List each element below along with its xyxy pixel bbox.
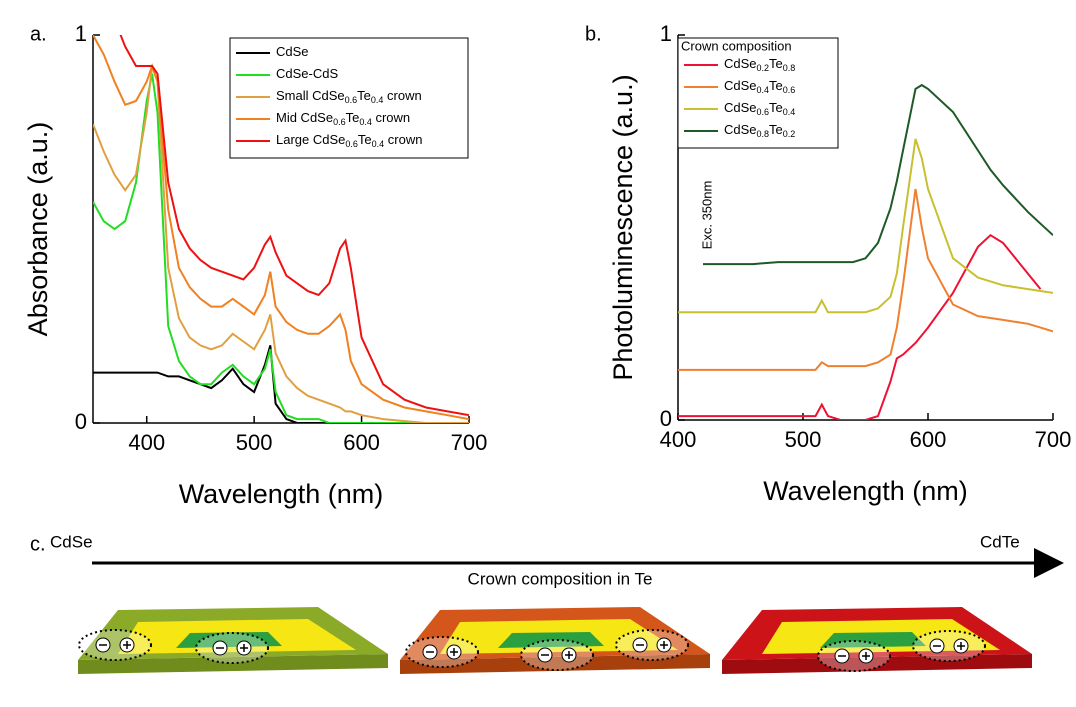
series-line (93, 35, 469, 421)
legend-label: CdSe0.8Te0.2 (724, 122, 795, 139)
series-line (678, 188, 1053, 371)
series-line (93, 65, 469, 423)
exciton (615, 629, 689, 661)
legend-label: CdSe (276, 44, 309, 59)
x-tick-label: 400 (660, 427, 697, 452)
x-tick-label: 700 (1035, 427, 1072, 452)
series-line (678, 233, 1042, 420)
exciton (817, 640, 891, 672)
x-axis-label: Wavelength (nm) (763, 476, 968, 506)
series-line (703, 83, 1053, 266)
platelets (78, 607, 1032, 674)
x-tick-label: 700 (451, 430, 488, 455)
axis-label: Crown composition in Te (468, 569, 653, 588)
core (176, 632, 282, 648)
legend-label: CdSe0.2Te0.8 (724, 56, 795, 73)
core (498, 632, 604, 648)
y-axis-label: Absorbance (a.u.) (23, 122, 53, 337)
exciton (405, 636, 479, 668)
core (820, 632, 926, 648)
y-tick-label: 1 (75, 21, 87, 46)
series-line (678, 138, 1053, 314)
panel-label: b. (585, 23, 602, 45)
legend-label: Mid CdSe0.6Te0.4 crown (276, 110, 410, 127)
platelet-side (78, 654, 388, 674)
exciton (78, 629, 152, 661)
panel-label: c. (30, 533, 46, 555)
x-tick-label: 500 (236, 430, 273, 455)
y-axis-label: Photoluminescence (a.u.) (608, 74, 638, 380)
x-tick-label: 600 (910, 427, 947, 452)
legend-label: Large CdSe0.6Te0.4 crown (276, 132, 422, 149)
exciton (520, 639, 594, 671)
legend-label: Small CdSe0.6Te0.4 crown (276, 88, 422, 105)
platelet-side (400, 654, 710, 674)
y-tick-label: 0 (75, 409, 87, 434)
y-tick-label: 0 (660, 406, 672, 431)
series-line (119, 35, 469, 417)
panel-label: a. (30, 23, 47, 45)
x-axis-label: Wavelength (nm) (179, 479, 384, 509)
legend-label: CdSe0.4Te0.6 (724, 78, 795, 95)
exciton (195, 632, 269, 664)
y-tick-label: 1 (660, 21, 672, 46)
exciton (912, 630, 986, 662)
series-line (93, 345, 469, 423)
legend-box (677, 37, 839, 149)
start-label: CdSe (50, 532, 93, 551)
end-label: CdTe (980, 532, 1020, 551)
x-tick-label: 400 (128, 430, 165, 455)
legend-title: Crown composition (681, 38, 792, 53)
x-tick-label: 500 (785, 427, 822, 452)
legend-label: CdSe-CdS (276, 66, 338, 81)
legend-label: CdSe0.6Te0.4 (724, 100, 795, 117)
x-tick-label: 600 (343, 430, 380, 455)
platelet-side (722, 654, 1032, 674)
annotation: Exc. 350nm (699, 181, 714, 250)
